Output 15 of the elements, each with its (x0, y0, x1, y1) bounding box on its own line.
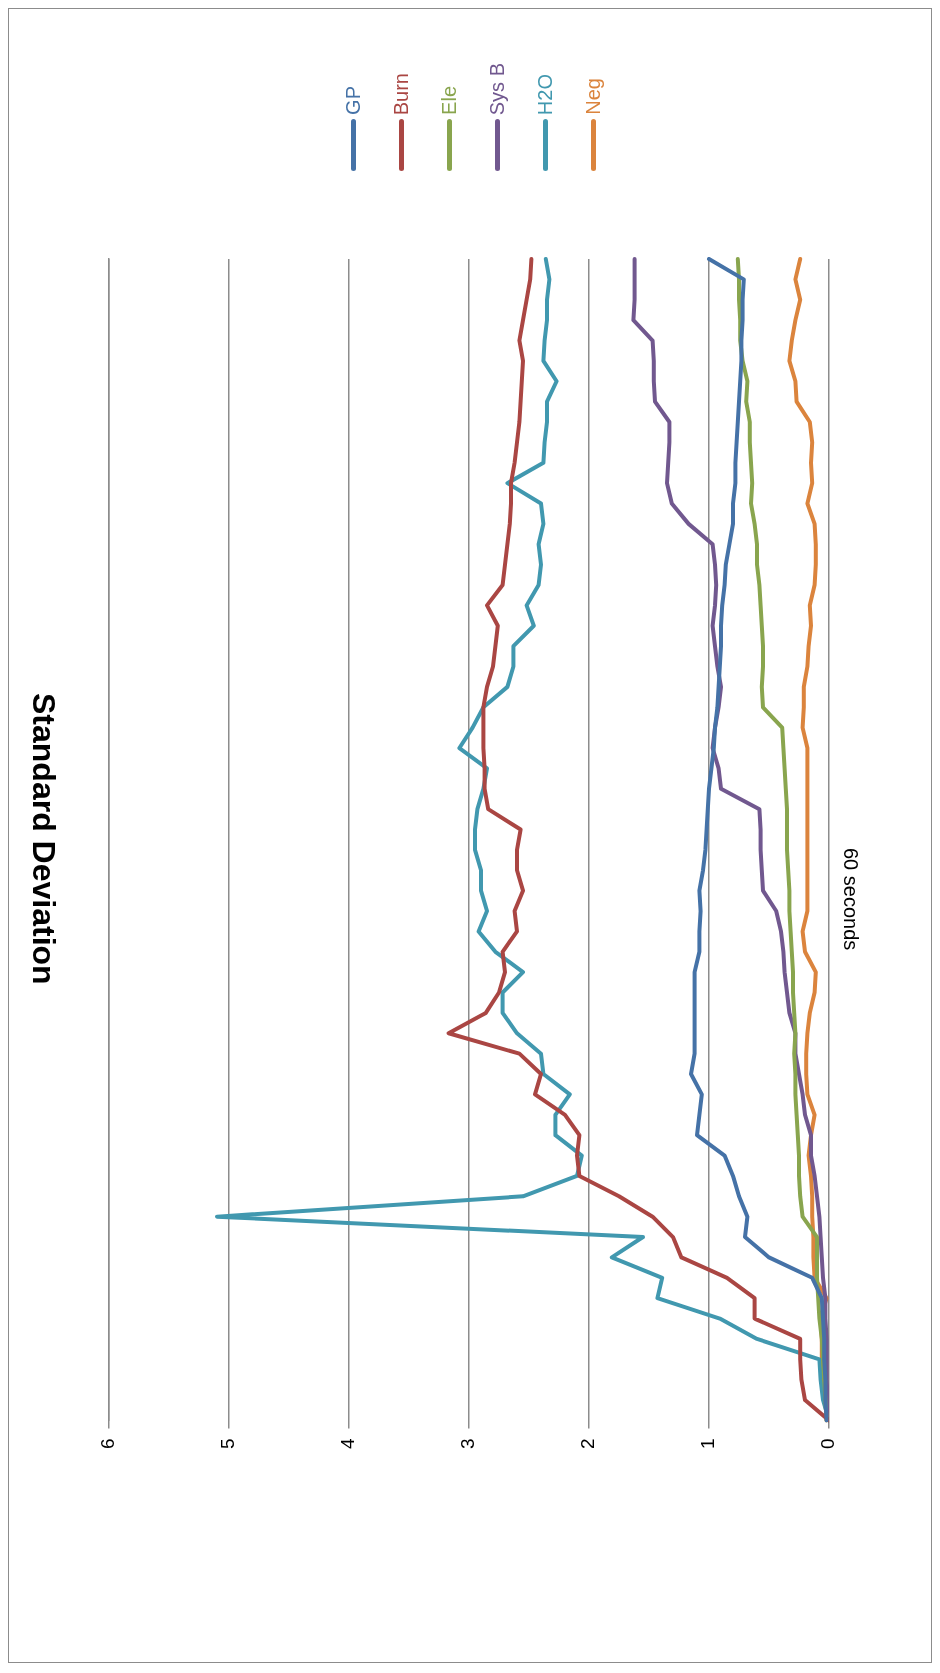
x-tick-label: 2 (577, 1438, 599, 1450)
text: Sys B (486, 62, 508, 115)
text: Standard Deviation (25, 693, 62, 985)
x-tick-label: 3 (457, 1438, 479, 1450)
text: GP (342, 86, 364, 115)
x-tick-label: 6 (97, 1438, 119, 1450)
text: Burn (390, 72, 412, 115)
y-axis-title: 60 seconds (839, 847, 862, 951)
text: Neg (582, 78, 604, 115)
x-tick-label: 0 (817, 1438, 839, 1450)
x-tick-label: 5 (217, 1438, 239, 1450)
x-tick-label: 1 (697, 1438, 719, 1450)
text: Ele (438, 86, 460, 115)
text: H2O (534, 73, 556, 115)
x-tick-label: 4 (337, 1438, 359, 1450)
